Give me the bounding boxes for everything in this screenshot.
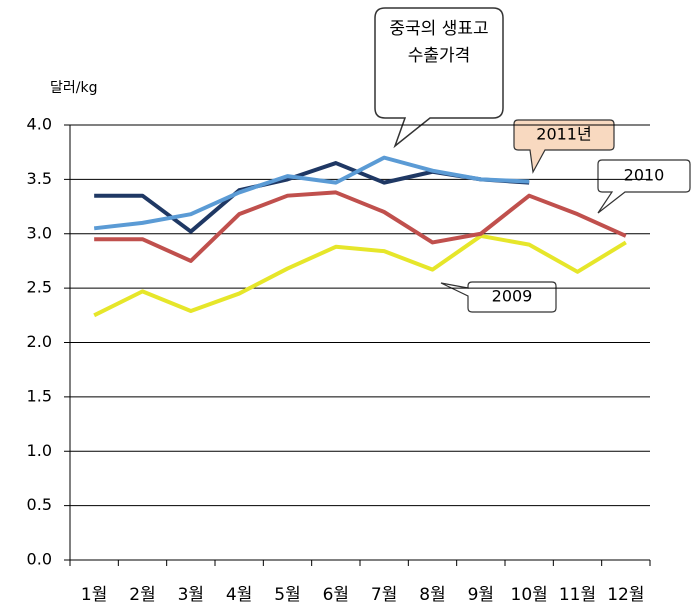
x-tick-label: 9월 [468,585,494,605]
series-line [93,155,530,231]
series-line [94,190,627,263]
series-line [93,233,627,318]
callout-2010 [597,159,691,214]
x-tick-label: 7월 [371,585,397,605]
y-tick-label: 0.0 [27,550,52,569]
legend-label: 2010 [624,166,665,185]
y-tick-label: 1.0 [27,441,52,460]
y-tick-label: 2.0 [27,332,52,351]
y-tick-label: 3.0 [27,223,52,242]
callout-2009 [440,281,557,313]
x-tick-label: 3월 [178,585,204,605]
callouts [374,7,691,313]
y-tick-label: 2.5 [27,278,52,297]
x-tick-label: 4월 [226,585,252,605]
x-tick-label: 5월 [274,585,300,605]
callout-2011 [513,119,615,174]
y-tick-label: 4.0 [27,115,52,134]
callout-china [374,7,504,149]
y-tick-label: 3.5 [27,169,52,188]
legend-label: 2009 [492,287,533,306]
callout-china-text: 중국의 생표고 수출가격 [389,19,489,66]
x-tick-label: 8월 [419,585,445,605]
x-tick-label: 6월 [323,585,349,605]
x-tick-label: 2월 [129,585,155,605]
y-axis-label: 달러/kg [50,80,97,96]
x-tick-label: 11월 [559,585,596,605]
x-tick-label: 12월 [607,585,644,605]
y-tick-label: 1.5 [27,386,52,405]
y-tick-label: 0.5 [27,495,52,514]
legend-label: 2011년 [536,125,591,144]
x-tick-label: 10월 [511,585,548,605]
x-tick-label: 1월 [81,585,107,605]
